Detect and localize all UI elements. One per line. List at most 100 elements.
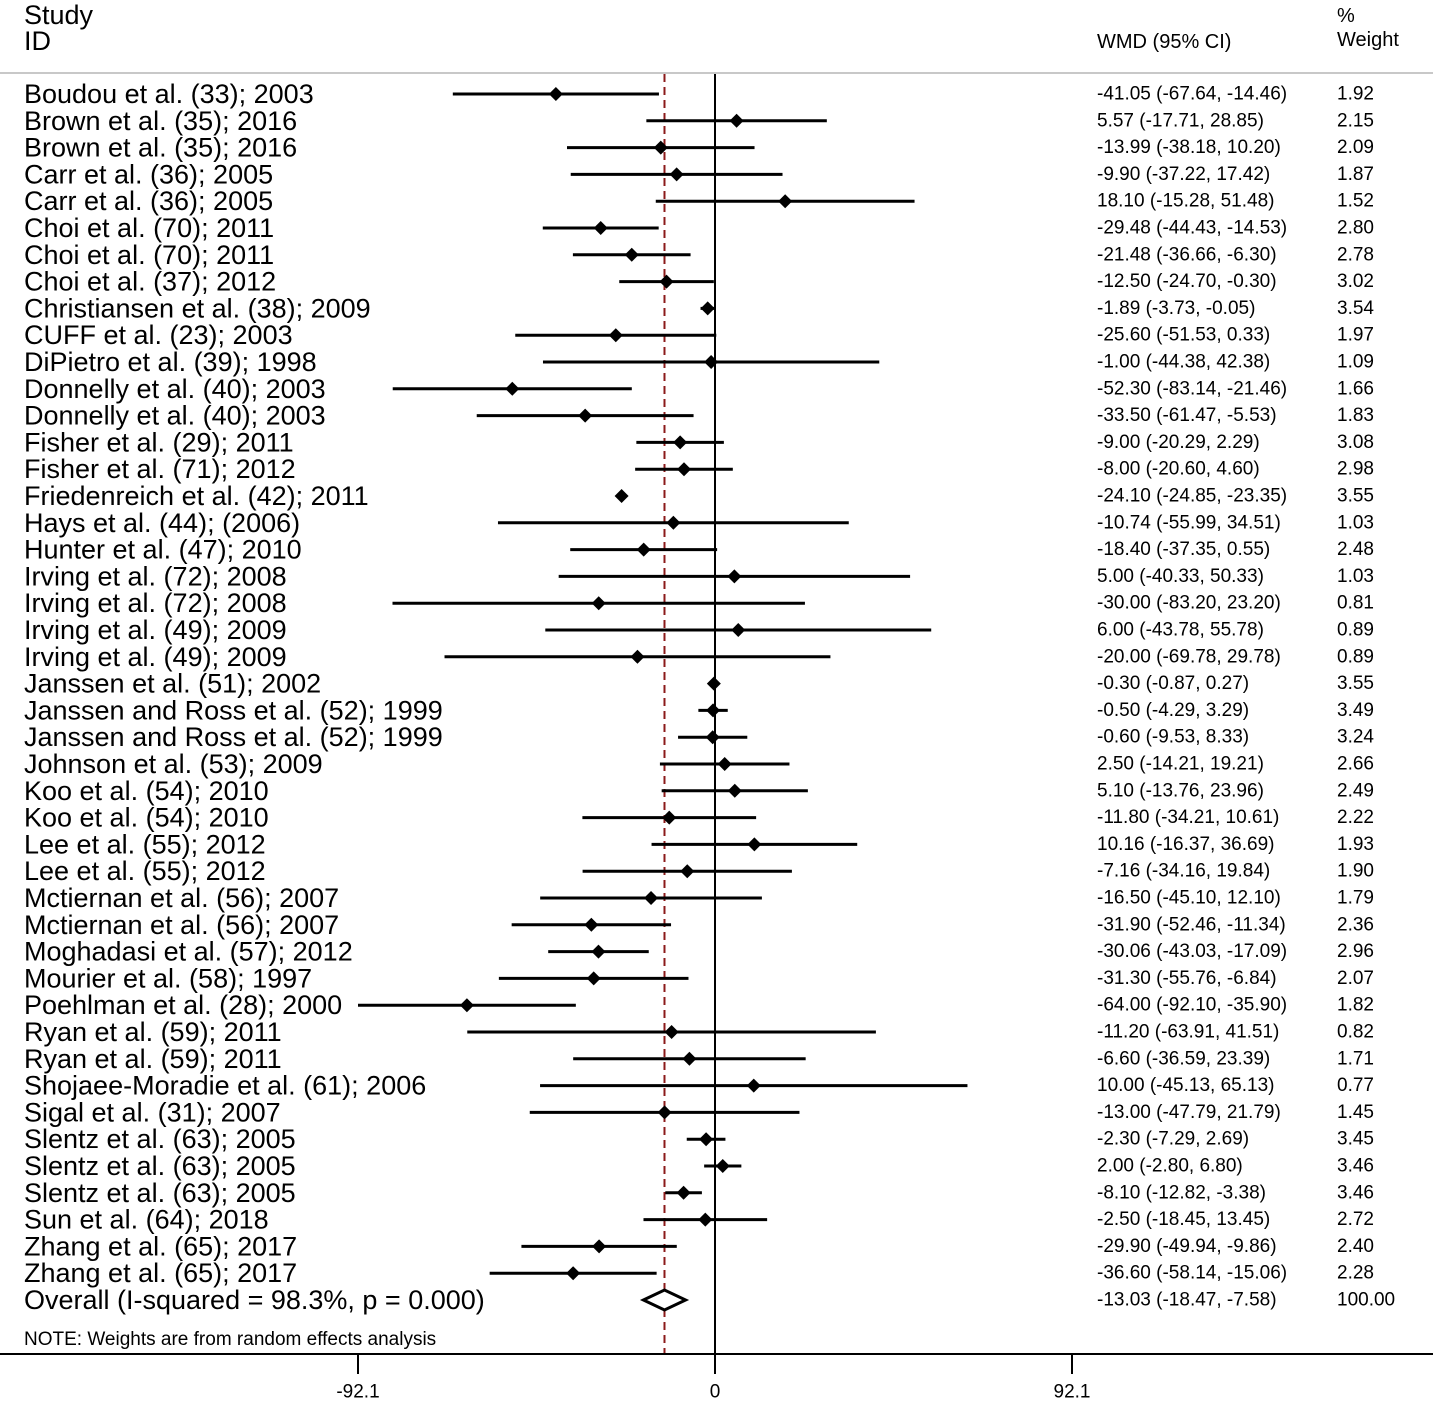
wmd-ci-value: 5.57 (-17.71, 28.85)	[1097, 110, 1264, 131]
wmd-ci-value: -10.74 (-55.99, 34.51)	[1097, 512, 1281, 533]
point-estimate-marker	[659, 274, 674, 289]
weight-value: 2.36	[1337, 914, 1374, 935]
wmd-ci-value: -52.30 (-83.14, -21.46)	[1097, 378, 1287, 399]
wmd-ci-value: -12.50 (-24.70, -0.30)	[1097, 271, 1277, 292]
weight-value: 2.66	[1337, 754, 1374, 775]
weight-value: 2.22	[1337, 807, 1374, 828]
wmd-ci-value: -8.10 (-12.82, -3.38)	[1097, 1182, 1266, 1203]
wmd-ci-value: -29.90 (-49.94, -9.86)	[1097, 1236, 1277, 1257]
wmd-ci-value: -0.50 (-4.29, 3.29)	[1097, 700, 1249, 721]
wmd-ci-value: -18.40 (-37.35, 0.55)	[1097, 539, 1270, 560]
study-label: Slentz et al. (63); 2005	[24, 1151, 296, 1181]
study-label: Hays et al. (44); (2006)	[24, 508, 300, 538]
weight-value: 2.09	[1337, 137, 1374, 158]
wmd-ci-value: -30.06 (-43.03, -17.09)	[1097, 941, 1287, 962]
study-label: Choi et al. (70); 2011	[24, 240, 274, 270]
weight-value: 3.02	[1337, 271, 1374, 292]
weight-value: 2.49	[1337, 780, 1374, 801]
wmd-ci-value: -6.60 (-36.59, 23.39)	[1097, 1048, 1270, 1069]
study-label: Brown et al. (35); 2016	[24, 106, 297, 136]
wmd-ci-value: -11.80 (-34.21, 10.61)	[1097, 807, 1279, 828]
point-estimate-marker	[746, 1078, 761, 1093]
study-label: Brown et al. (35); 2016	[24, 133, 297, 163]
study-label: Irving et al. (49); 2009	[24, 642, 287, 672]
weight-value: 0.77	[1337, 1075, 1374, 1096]
weight-value: 3.55	[1337, 486, 1374, 507]
study-label: Carr et al. (36); 2005	[24, 186, 273, 216]
weight-value: 2.78	[1337, 244, 1374, 265]
point-estimate-marker	[584, 917, 599, 932]
study-label: Ryan et al. (59); 2011	[24, 1044, 282, 1074]
point-estimate-marker	[699, 1132, 714, 1147]
study-label: Johnson et al. (53); 2009	[24, 749, 323, 779]
point-estimate-marker	[505, 381, 520, 396]
study-label: Mctiernan et al. (56); 2007	[24, 883, 339, 913]
point-estimate-marker	[566, 1266, 581, 1281]
point-estimate-marker	[657, 1105, 672, 1120]
point-estimate-marker	[664, 1025, 679, 1039]
study-label: Fisher et al. (71); 2012	[24, 454, 296, 484]
point-estimate-marker	[717, 757, 732, 771]
weight-value: 3.54	[1337, 298, 1374, 319]
study-label: Irving et al. (72); 2008	[24, 588, 287, 618]
weight-value: 1.87	[1337, 164, 1374, 185]
weight-value: 2.15	[1337, 110, 1374, 131]
study-label: Janssen and Ross et al. (52); 1999	[24, 722, 443, 752]
weight-value: 0.81	[1337, 593, 1374, 614]
weight-value: 3.49	[1337, 700, 1374, 721]
point-estimate-marker	[653, 140, 668, 155]
weights-note: NOTE: Weights are from random effects an…	[24, 1329, 437, 1350]
wmd-ci-value: -1.89 (-3.73, -0.05)	[1097, 298, 1255, 319]
point-estimate-marker	[630, 649, 645, 664]
study-label: Lee et al. (55); 2012	[24, 856, 266, 886]
study-header: Study ID	[24, 2, 93, 55]
study-label: Ryan et al. (59); 2011	[24, 1017, 282, 1047]
study-label: Lee et al. (55); 2012	[24, 829, 266, 859]
study-label: Christiansen et al. (38); 2009	[24, 293, 371, 323]
study-label: Janssen et al. (51); 2002	[24, 669, 321, 699]
weight-value: 3.46	[1337, 1156, 1374, 1177]
wmd-ci-value: 2.00 (-2.80, 6.80)	[1097, 1156, 1243, 1177]
point-estimate-marker	[676, 462, 691, 477]
wmd-ci-value: -11.20 (-63.91, 41.51)	[1097, 1022, 1279, 1043]
study-label: Choi et al. (70); 2011	[24, 213, 274, 243]
point-estimate-marker	[706, 703, 721, 718]
weight-value: 1.97	[1337, 325, 1374, 346]
weight-value: 1.66	[1337, 378, 1374, 399]
study-label: Shojaee-Moradie et al. (61); 2006	[24, 1071, 426, 1101]
point-estimate-marker	[747, 837, 762, 852]
wmd-ci-value: -0.60 (-9.53, 8.33)	[1097, 727, 1249, 748]
wmd-ci-value: -31.90 (-52.46, -11.34)	[1097, 914, 1286, 935]
wmd-ci-value: -13.00 (-47.79, 21.79)	[1097, 1102, 1281, 1123]
weight-value: 2.80	[1337, 218, 1374, 239]
study-label: Friedenreich et al. (42); 2011	[24, 481, 369, 511]
wmd-ci-value: -2.30 (-7.29, 2.69)	[1097, 1129, 1249, 1150]
wmd-ci-value: -1.00 (-44.38, 42.38)	[1097, 352, 1270, 373]
point-estimate-marker	[676, 1185, 691, 1200]
x-tick-label: 0	[710, 1382, 721, 1403]
wmd-ci-value: 5.10 (-13.76, 23.96)	[1097, 780, 1264, 801]
wmd-ci-value: -0.30 (-0.87, 0.27)	[1097, 673, 1249, 694]
point-estimate-marker	[727, 783, 742, 798]
weight-value: 1.03	[1337, 566, 1374, 587]
weight-header-line2: Weight	[1337, 29, 1399, 51]
wmd-ci-value: -33.50 (-61.47, -5.53)	[1097, 405, 1277, 426]
point-estimate-marker	[682, 1051, 697, 1066]
point-estimate-marker	[715, 1159, 730, 1173]
wmd-ci-value: -21.48 (-36.66, -6.30)	[1097, 244, 1277, 265]
weight-value: 2.40	[1337, 1236, 1374, 1257]
study-label: Irving et al. (72); 2008	[24, 561, 287, 591]
point-estimate-marker	[704, 355, 719, 369]
weight-value: 0.89	[1337, 646, 1374, 667]
study-label: DiPietro et al. (39); 1998	[24, 347, 317, 377]
point-estimate-marker	[608, 328, 623, 343]
study-label: Mourier et al. (58); 1997	[24, 963, 312, 993]
wmd-column-header: WMD (95% CI)	[1097, 31, 1232, 53]
wmd-ci-value: -31.30 (-55.76, -6.84)	[1097, 968, 1277, 989]
weight-value: 1.79	[1337, 888, 1374, 909]
point-estimate-marker	[662, 810, 677, 825]
weight-column-header: % Weight	[1337, 4, 1399, 52]
study-label: Zhang et al. (65); 2017	[24, 1258, 297, 1288]
point-estimate-marker	[669, 167, 684, 182]
study-label: Hunter et al. (47); 2010	[24, 535, 302, 565]
